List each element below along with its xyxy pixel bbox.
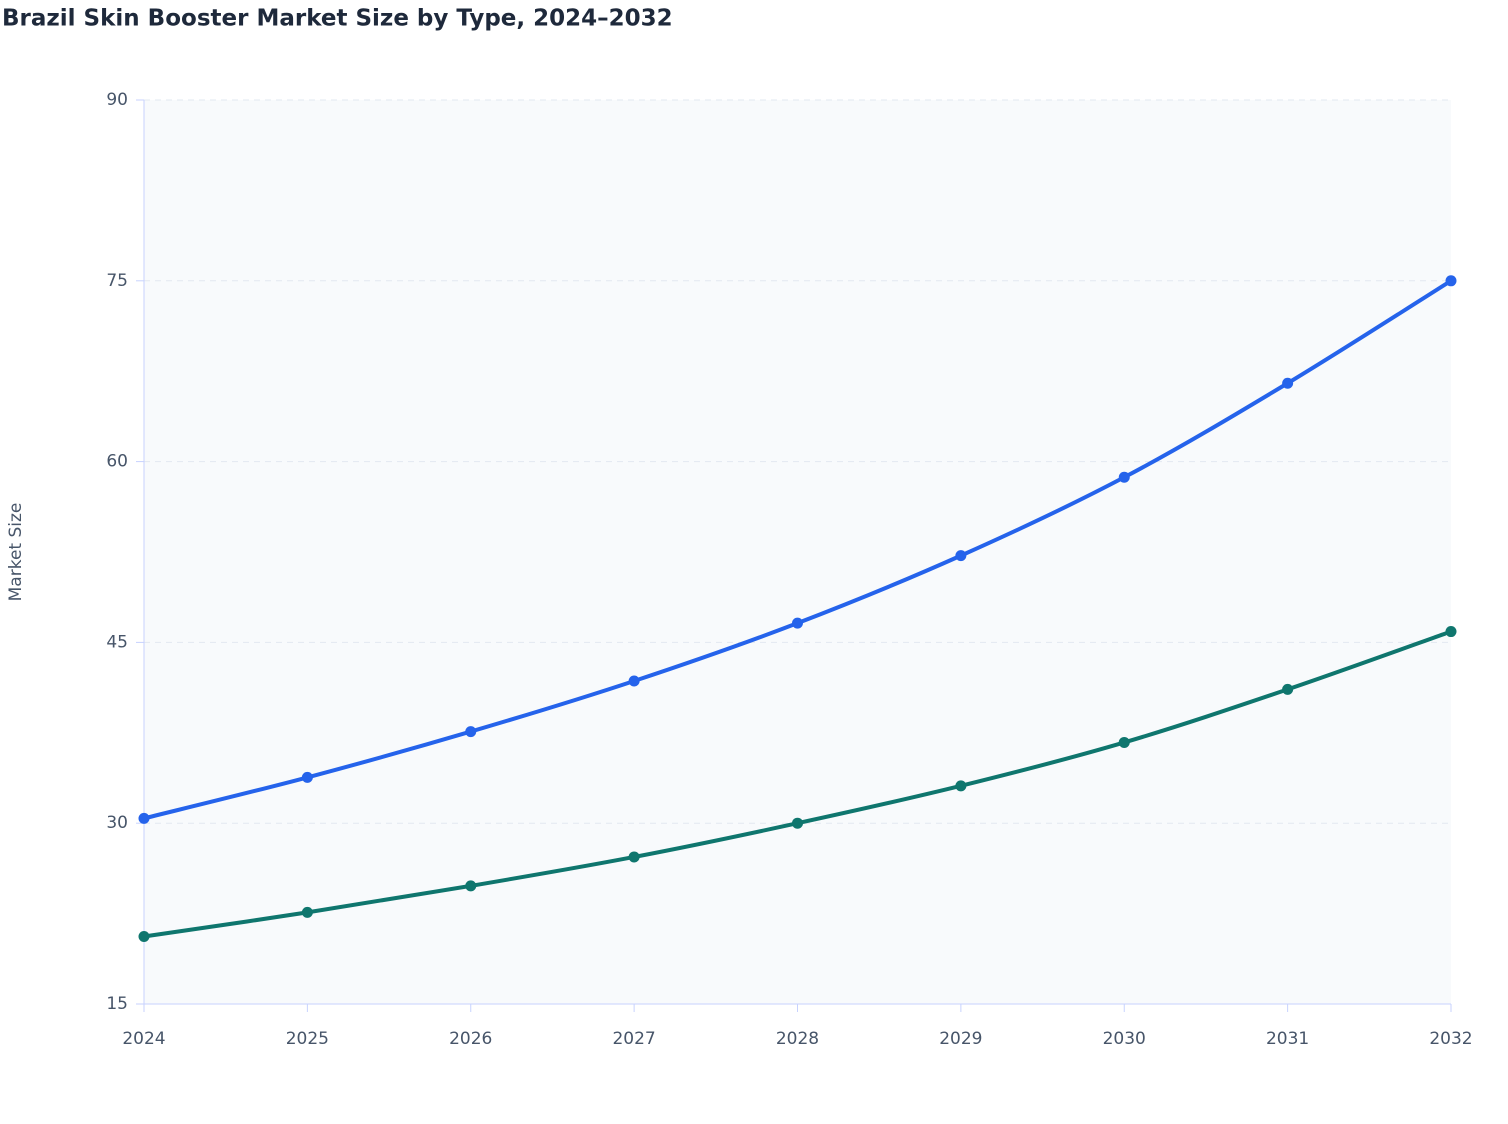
x-tick-label: 2029	[939, 1029, 982, 1049]
y-tick-label: 30	[106, 813, 128, 833]
plot-background	[144, 100, 1451, 1004]
data-point	[628, 675, 640, 687]
series-line	[143, 629, 1452, 939]
data-point	[301, 771, 313, 783]
y-tick-label: 75	[106, 271, 128, 291]
data-point	[628, 851, 640, 863]
data-point	[1282, 683, 1294, 695]
data-point	[1118, 471, 1130, 483]
y-tick-label: 15	[106, 994, 128, 1014]
data-point	[792, 617, 803, 629]
x-tick-label: 2024	[122, 1029, 165, 1049]
data-point	[1445, 275, 1457, 287]
x-tick-label: 2032	[1429, 1029, 1472, 1049]
data-point	[138, 931, 150, 943]
data-point	[1445, 626, 1457, 638]
x-tick-label: 2027	[612, 1029, 655, 1049]
x-tick-label: 2031	[1266, 1029, 1309, 1049]
data-point	[955, 550, 967, 562]
data-point	[465, 726, 477, 738]
x-tick-label: 2030	[1103, 1029, 1146, 1049]
x-tick-label: 2025	[286, 1029, 329, 1049]
data-point	[465, 880, 477, 892]
data-point	[301, 906, 313, 918]
y-axis-label: Market Size	[6, 503, 26, 602]
y-tick-label: 45	[106, 632, 128, 652]
y-tick-label: 60	[106, 452, 128, 472]
x-tick-label: 2026	[449, 1029, 492, 1049]
data-point	[792, 817, 803, 829]
y-tick-label: 90	[106, 90, 128, 110]
chart-title: Brazil Skin Booster Market Size by Type,…	[2, 6, 673, 32]
data-point	[138, 812, 150, 824]
data-point	[1118, 736, 1130, 748]
x-tick-label: 2028	[776, 1029, 819, 1049]
data-point	[1282, 377, 1294, 389]
data-point	[955, 780, 967, 792]
